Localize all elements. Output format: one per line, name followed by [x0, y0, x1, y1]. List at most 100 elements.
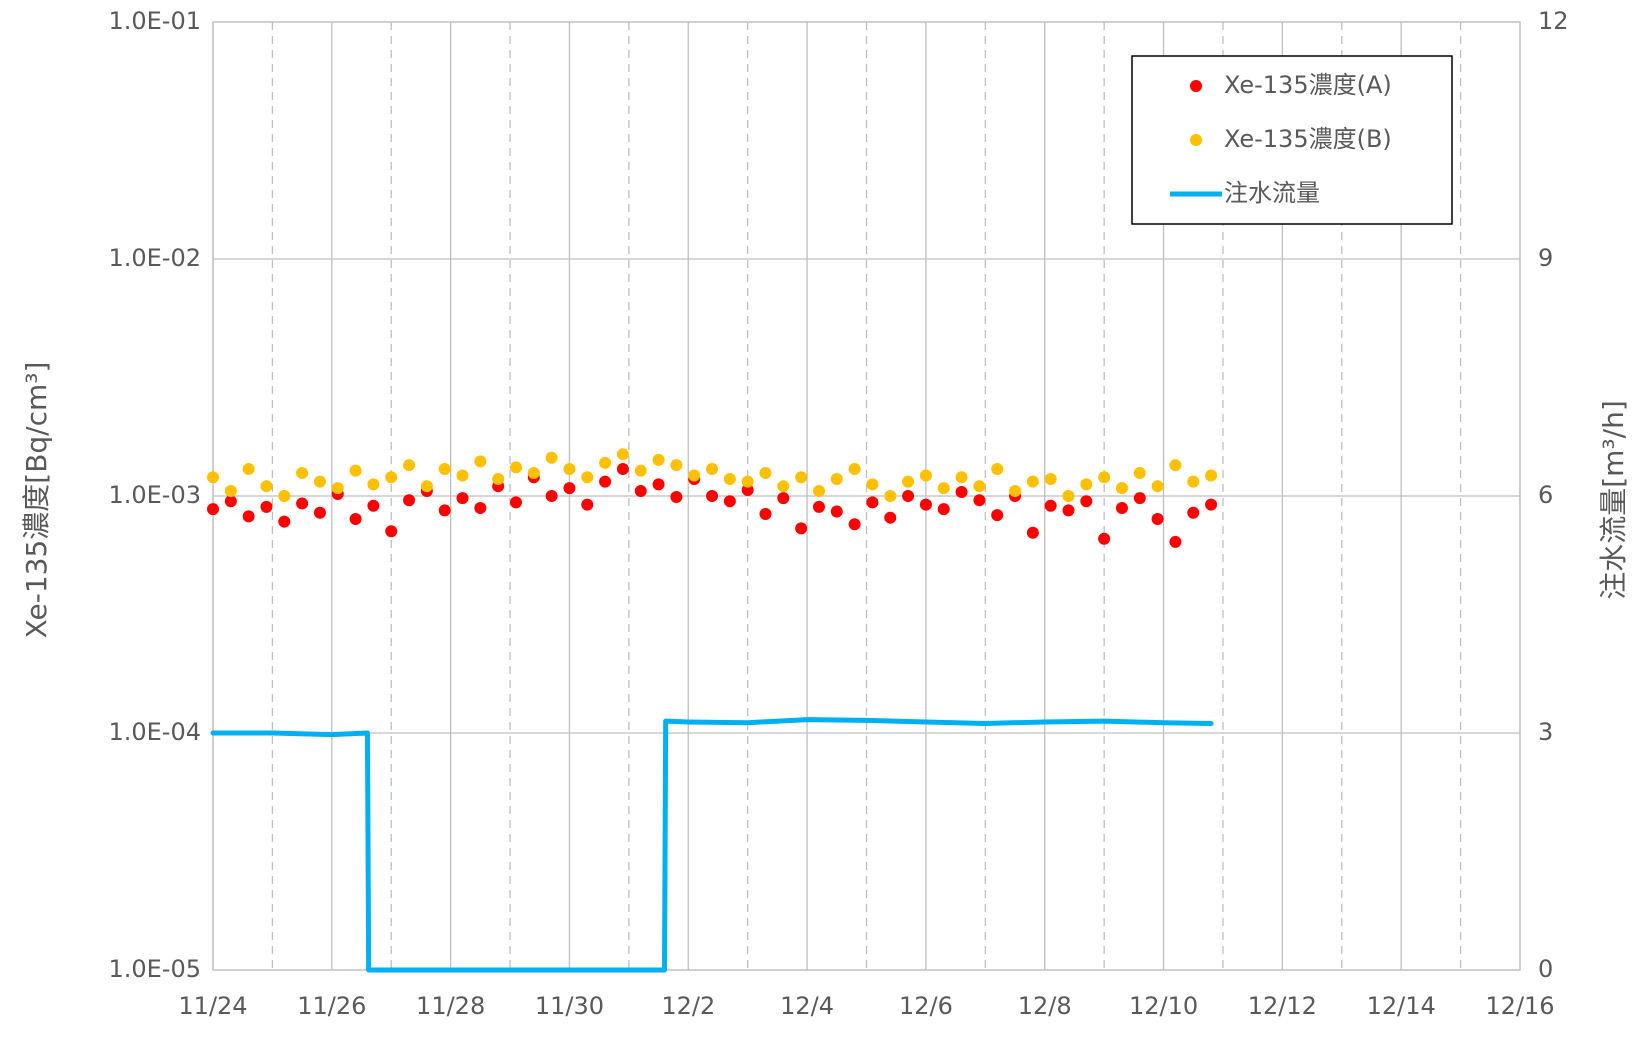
scatter-point [545, 490, 558, 502]
legend-label: 注水流量 [1224, 179, 1320, 207]
scatter-point [652, 453, 665, 466]
y-tick-label: 1.0E-04 [108, 718, 201, 746]
flow-line [210, 717, 1214, 973]
scatter-point [848, 518, 861, 531]
scatter-point [812, 484, 825, 497]
scatter-point [438, 462, 451, 475]
scatter-point [278, 515, 291, 528]
scatter-point [795, 522, 808, 535]
scatter-point [795, 471, 808, 484]
scatter-point [313, 475, 326, 488]
x-tick-label: 11/28 [416, 992, 485, 1020]
scatter-point [367, 499, 380, 512]
scatter-point [403, 494, 416, 507]
scatter-point [759, 507, 772, 520]
scatter-point [1080, 495, 1093, 508]
scatter-point [884, 511, 897, 524]
scatter-point [1098, 532, 1111, 545]
y-tick-label: 1.0E-05 [108, 955, 201, 983]
scatter-point [385, 525, 398, 538]
scatter-point [207, 503, 219, 516]
y-tick-label: 1.0E-02 [108, 244, 201, 272]
scatter-point [331, 482, 344, 495]
scatter-point [616, 462, 629, 475]
legend-marker [1190, 134, 1202, 146]
scatter-point [991, 509, 1004, 522]
x-tick-label: 12/4 [780, 992, 834, 1020]
scatter-point [670, 491, 683, 504]
scatter-point [741, 475, 754, 488]
scatter-point [670, 459, 683, 472]
scatter-point [866, 478, 879, 491]
scatter-point [616, 448, 629, 461]
scatter-point [1044, 499, 1057, 512]
scatter-point [545, 451, 558, 464]
scatter-point [456, 492, 469, 505]
x-tick-label: 12/16 [1485, 992, 1554, 1020]
y2-axis-label: 注水流量[m³/h] [1597, 400, 1630, 600]
scatter-point [1009, 484, 1022, 497]
scatter-point [599, 475, 612, 488]
scatter-point [741, 484, 754, 497]
y2-tick-label: 0 [1538, 955, 1553, 983]
x-tick-label: 12/14 [1367, 992, 1436, 1020]
y2-tick-label: 9 [1538, 244, 1553, 272]
scatter-point [777, 480, 790, 493]
scatter-point [902, 475, 915, 488]
scatter-point [723, 495, 736, 508]
scatter-point [884, 490, 897, 502]
scatter-point [296, 497, 309, 510]
scatter-point [919, 498, 932, 511]
scatter-point [1151, 480, 1164, 493]
scatter-point [830, 505, 843, 518]
scatter-point [474, 455, 487, 468]
scatter-point [224, 495, 237, 508]
plot-border [212, 21, 1521, 971]
y2-tick-label: 6 [1538, 481, 1553, 509]
scatter-point [242, 510, 255, 523]
scatter-point [581, 498, 594, 511]
scatter-point [278, 490, 291, 502]
scatter-point [848, 462, 861, 475]
scatter-point [260, 480, 273, 493]
scatter-point [1187, 506, 1200, 519]
scatter-point [955, 485, 968, 498]
scatter-point [1115, 501, 1128, 514]
scatter-point [1205, 469, 1218, 482]
scatter-point [1133, 467, 1146, 480]
scatter-point [1187, 475, 1200, 488]
y-tick-label: 1.0E-03 [108, 481, 201, 509]
scatter-point [866, 496, 879, 509]
scatter-point [1062, 504, 1075, 517]
scatter-point [296, 467, 309, 480]
x-tick-label: 11/26 [297, 992, 366, 1020]
scatter-point [1205, 498, 1218, 511]
scatter-point [403, 459, 416, 472]
x-tick-label: 12/12 [1248, 992, 1317, 1020]
x-tick-label: 11/24 [178, 992, 247, 1020]
scatter-point [207, 471, 219, 484]
scatter-point [456, 469, 469, 482]
scatter-point [438, 504, 451, 517]
scatter-point [937, 503, 950, 516]
scatter-point [563, 462, 576, 475]
scatter-point [1026, 475, 1039, 488]
legend-label: Xe-135濃度(A) [1224, 71, 1392, 99]
scatter-point [688, 469, 701, 482]
scatter-point [509, 461, 522, 474]
scatter-point [706, 462, 719, 475]
scatter-point [1062, 490, 1075, 502]
x-tick-label: 11/30 [535, 992, 604, 1020]
scatter-point [1151, 512, 1164, 525]
legend-marker [1190, 80, 1202, 92]
scatter-point [1115, 482, 1128, 495]
scatter-point [349, 512, 362, 525]
y2-tick-label: 3 [1538, 718, 1553, 746]
scatter-point [723, 472, 736, 485]
scatter-point [581, 471, 594, 484]
scatter-point [1098, 471, 1111, 484]
scatter-point [919, 469, 932, 482]
scatter-point [973, 494, 986, 507]
x-tick-label: 12/2 [661, 992, 715, 1020]
